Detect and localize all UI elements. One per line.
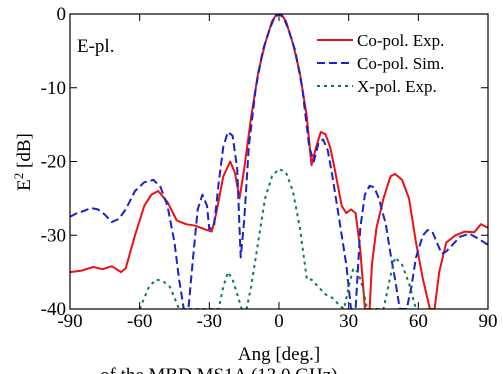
x-tick-label: 0 <box>274 311 284 332</box>
legend-label-2: Co-pol. Sim. <box>357 54 444 73</box>
x-tick-label: -30 <box>197 311 222 332</box>
y-axis-title-unit: [dB] <box>14 133 35 173</box>
series-line-3 <box>138 167 417 309</box>
legend-label-1: Co-pol. Exp. <box>357 31 444 50</box>
y-axis: 0 -10 -20 -30 -40 <box>41 4 488 320</box>
x-tick-label: 60 <box>409 311 428 332</box>
x-tick-label: -90 <box>57 311 82 332</box>
y-tick-label: -40 <box>41 299 66 320</box>
legend: Co-pol. Exp. Co-pol. Sim. X-pol. Exp. <box>317 31 444 96</box>
y-axis-title: E2 [dB] <box>11 133 35 191</box>
series-line-2 <box>70 14 488 309</box>
y-tick-label: 0 <box>57 4 67 25</box>
plane-annotation: E-pl. <box>77 36 114 57</box>
x-axis-title: Ang [deg.] <box>238 344 320 365</box>
y-tick-label: -10 <box>41 78 66 99</box>
x-tick-label: -60 <box>127 311 152 332</box>
y-tick-label: -20 <box>41 152 66 173</box>
x-tick-label: 90 <box>479 311 498 332</box>
figure-caption: of the MBD MS1A (13.0 GHz) <box>100 365 338 374</box>
legend-label-3: X-pol. Exp. <box>357 77 437 96</box>
x-tick-label: 30 <box>339 311 358 332</box>
x-axis: -90 -60 -30 0 30 60 90 <box>57 14 498 332</box>
y-tick-label: -30 <box>41 225 66 246</box>
y-axis-title-sup: 2 <box>11 173 26 180</box>
y-axis-title-base: E <box>14 179 35 191</box>
series-layer <box>70 14 488 309</box>
